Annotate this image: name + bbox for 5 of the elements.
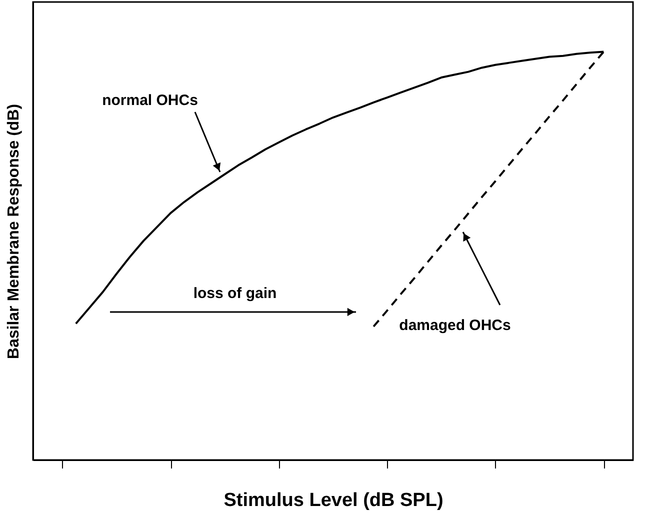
annotation: loss of gain	[193, 285, 277, 302]
x-axis-title: Stimulus Level (dB SPL)	[224, 490, 444, 511]
annotation: normal OHCs	[102, 92, 198, 109]
annotation: damaged OHCs	[399, 317, 511, 334]
y-axis-title: Basilar Membrane Response (dB)	[6, 104, 22, 360]
